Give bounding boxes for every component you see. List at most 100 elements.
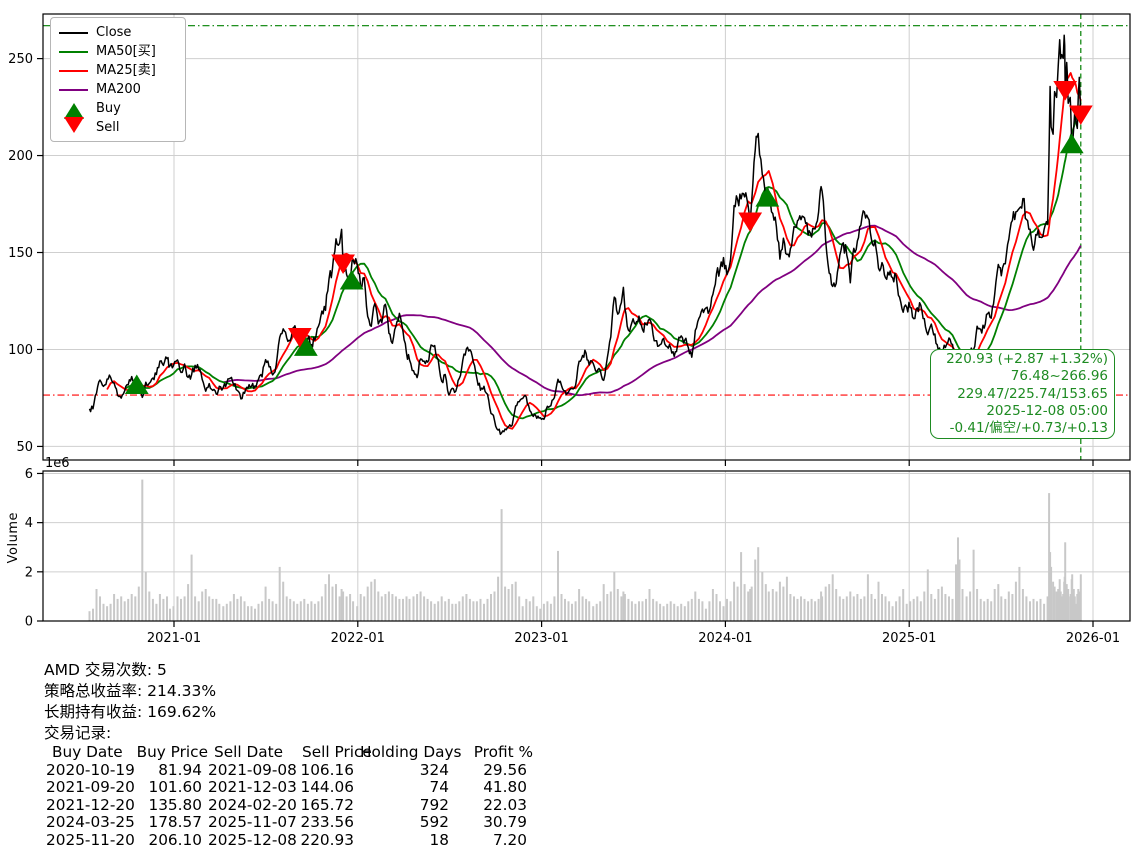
volume-bar — [680, 603, 683, 621]
trade-cell: 74 — [429, 778, 449, 796]
trade-count-line: AMD 交易次数: 5 — [44, 661, 167, 679]
volume-bar — [542, 603, 545, 621]
volume-bar — [976, 589, 979, 621]
volume-axis-label: Volume — [6, 512, 21, 564]
volume-bar — [1011, 594, 1014, 621]
volume-bar — [909, 601, 912, 621]
volume-bar — [402, 598, 404, 621]
trade-row: 2020-10-19 81.94 2021-09-08 106.16 324 29.56 — [44, 761, 533, 780]
volume-bar — [447, 598, 450, 621]
trade-table-header: Buy Date Buy Price Sell Date Sell Price Hold… — [44, 743, 533, 762]
volume-bar — [328, 574, 330, 621]
trade-col-header: Sell Price — [302, 743, 372, 761]
volume-bar — [930, 594, 933, 621]
volume-bar — [525, 598, 528, 621]
legend-label: Close — [96, 25, 132, 40]
volume-bar — [130, 594, 133, 621]
volume-bar — [627, 598, 630, 621]
tick-label: 2 — [25, 565, 33, 580]
volume-bar — [828, 584, 831, 621]
volume-bar — [638, 601, 640, 621]
volume-bar — [807, 601, 810, 621]
volume-bar — [824, 586, 827, 621]
trade-col-header: Sell Date — [214, 743, 284, 761]
volume-bar — [838, 596, 841, 621]
volume-bar — [1025, 596, 1028, 621]
legend-item-sell: Sell — [59, 117, 177, 137]
volume-bar — [655, 601, 658, 621]
volume-bar — [289, 598, 292, 621]
volume-bar — [465, 594, 468, 621]
volume-bar — [884, 596, 887, 621]
volume-bar — [109, 603, 112, 621]
volume-bar — [257, 603, 260, 621]
volume-bar — [172, 606, 175, 621]
volume-bar — [518, 596, 521, 621]
volume-bar — [719, 601, 721, 621]
volume-bar — [137, 586, 140, 621]
volume-bar — [148, 591, 151, 621]
volume-bar — [113, 594, 116, 621]
volume-bar — [123, 601, 126, 621]
volume-bar — [254, 608, 256, 621]
volume-bar — [866, 574, 869, 621]
volume-bar — [426, 598, 429, 621]
buy-marker — [124, 374, 149, 394]
volume-bar — [127, 598, 130, 621]
volume-bar — [881, 594, 883, 621]
volume-bar — [408, 598, 411, 621]
volume-bar — [849, 591, 852, 621]
volume-bar — [690, 598, 693, 621]
volume-bar — [761, 571, 764, 621]
volume-bar — [957, 537, 959, 621]
legend-item-close: Close — [59, 23, 177, 42]
volume-bar — [412, 596, 415, 621]
volume-bar — [557, 550, 559, 621]
volume-bar — [602, 584, 605, 621]
volume-bar — [578, 589, 581, 621]
volume-bar — [370, 581, 373, 621]
volume-bar — [282, 581, 285, 621]
volume-bar — [204, 589, 207, 621]
volume-bar — [944, 594, 947, 621]
trade-cell: 2024-03-25 — [46, 813, 135, 831]
volume-bar — [842, 598, 845, 621]
tick-label: 200 — [8, 149, 33, 164]
volume-bar — [1050, 566, 1053, 621]
volume-bar — [201, 591, 204, 621]
volume-bar — [1021, 589, 1024, 621]
volume-bar — [997, 584, 1000, 621]
volume-bar — [1046, 596, 1049, 621]
volume-bar — [479, 598, 482, 621]
volume-bar — [380, 596, 383, 621]
volume-bar — [451, 603, 454, 621]
tick-label: 150 — [8, 246, 33, 261]
volume-bar — [874, 598, 876, 621]
volume-bar — [169, 608, 171, 621]
volume-bar — [609, 591, 612, 621]
volume-bar — [888, 601, 891, 621]
volume-bar — [1039, 598, 1042, 621]
volume-bar — [225, 603, 228, 621]
volume-bar — [377, 591, 380, 621]
volume-bar — [275, 603, 278, 621]
volume-bar — [285, 596, 288, 621]
volume-bar — [490, 594, 492, 621]
volume-bar — [965, 596, 968, 621]
volume-bar — [521, 606, 524, 621]
trade-cell: 7.20 — [492, 830, 527, 849]
volume-bar — [863, 596, 866, 621]
volume-bar — [158, 594, 161, 621]
volume-bar — [208, 596, 211, 621]
trade-cell: 2021-09-20 — [46, 778, 135, 796]
volume-bar — [261, 601, 264, 621]
volume-bar — [514, 581, 517, 621]
volume-bar — [532, 596, 535, 621]
volume-bar — [342, 591, 345, 621]
trade-cell: 30.79 — [483, 813, 527, 831]
tick-label: 6 — [25, 467, 33, 482]
ma200-line-swatch — [59, 88, 88, 91]
ma25-line-swatch — [59, 69, 88, 72]
records-title-line: 交易记录: — [44, 724, 112, 742]
volume-bar — [349, 594, 352, 621]
